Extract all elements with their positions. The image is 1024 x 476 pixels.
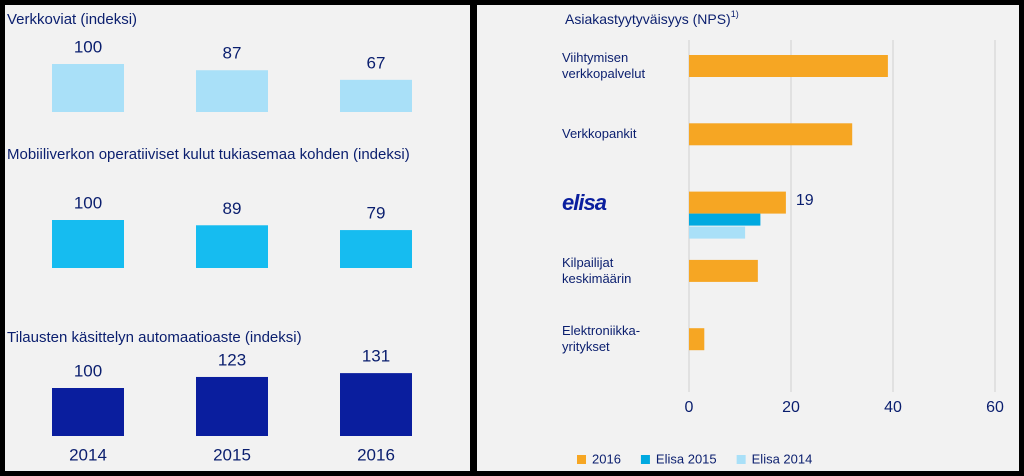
bar [52, 220, 124, 268]
category-label: elisa [562, 189, 607, 215]
bar [689, 191, 786, 214]
category-label: Verkkopankit [562, 126, 637, 142]
legend-label: Elisa 2015 [656, 451, 717, 466]
x-tick-label: 40 [884, 399, 902, 416]
bar [196, 225, 268, 268]
legend-swatch [736, 455, 746, 464]
chart-title: Tilausten käsittelyn automaatioaste (ind… [7, 329, 302, 346]
category-label: Kilpailijat keskimäärin [562, 254, 632, 286]
bar [340, 79, 412, 112]
value-label: 100 [74, 193, 102, 212]
bar [689, 226, 746, 239]
category-label: Viihtymisen verkkopalvelut [562, 50, 646, 81]
value-label: 79 [367, 204, 386, 223]
chart-title: Mobiiliverkon operatiiviset kulut tukias… [7, 146, 410, 163]
x-tick-label: 0 [685, 399, 694, 416]
value-label: 131 [362, 347, 390, 366]
legend-label: 2016 [592, 451, 621, 466]
bar [196, 70, 268, 112]
legend-swatch [577, 455, 586, 464]
value-label: 123 [218, 350, 246, 369]
value-label: 67 [367, 53, 386, 72]
value-label: 89 [223, 199, 242, 218]
value-label: 87 [223, 44, 242, 63]
value-label: 100 [74, 37, 102, 56]
bar [52, 388, 124, 436]
legend-label: Elisa 2014 [752, 451, 813, 466]
bar [689, 259, 758, 282]
chart-title: Asiakastyytyväisyys (NPS)1) [565, 9, 739, 26]
x-tick-label: 60 [986, 399, 1004, 416]
bar [689, 213, 761, 226]
bar [340, 230, 412, 268]
title-note: 1) [731, 9, 739, 19]
value-label: 100 [74, 361, 102, 380]
x-tick-label: 2015 [213, 445, 251, 464]
bar [52, 64, 124, 112]
x-tick-label: 20 [782, 399, 800, 416]
bar [196, 376, 268, 436]
chart-title: Verkkoviat (indeksi) [7, 11, 137, 28]
legend-swatch [640, 455, 650, 464]
right-panel [477, 5, 1019, 471]
bar [689, 328, 705, 351]
chart-title-text: Asiakastyytyväisyys (NPS) [565, 11, 731, 27]
value-label: 19 [796, 192, 814, 209]
bar [340, 373, 412, 436]
category-label: Elektroniikka-yritykset [562, 323, 641, 355]
x-tick-label: 2014 [69, 445, 107, 464]
bar [689, 55, 888, 77]
bar [689, 123, 853, 146]
x-tick-label: 2016 [357, 445, 395, 464]
